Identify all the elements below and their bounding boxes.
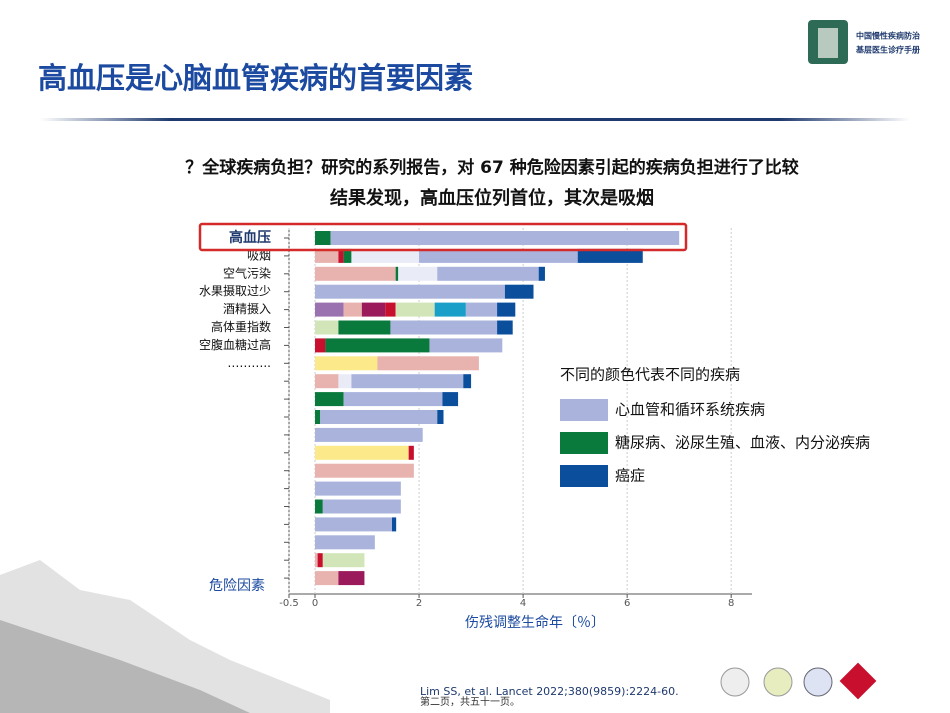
logo (839, 662, 877, 700)
x-tick-label: 8 (728, 598, 734, 609)
bar-segment (317, 553, 323, 568)
y-tick-label: 空腹血糖过高 (199, 337, 271, 352)
subtitle: 结果发现，高血压位列首位，其次是吸烟 (330, 187, 654, 209)
bar-segment (322, 499, 401, 514)
bar-segment (315, 427, 423, 442)
legend-label: 心血管和循环系统疾病 (615, 401, 765, 419)
bar-segment (390, 320, 498, 335)
bar-segment (343, 248, 352, 263)
bar-segment (315, 445, 409, 460)
bar-segment (315, 535, 375, 550)
logo-text: 基层医生诊疗手册 (855, 45, 920, 55)
x-axis-label: 伤残调整生命年〔％〕 (465, 614, 605, 631)
bar-segment (377, 356, 479, 371)
bar-segment (315, 338, 326, 353)
bar-segment (442, 392, 459, 407)
bar-segment (395, 266, 399, 281)
bar-segment (338, 320, 391, 335)
bar-segment (315, 302, 344, 317)
bar-segment (315, 410, 321, 424)
y-tick-label: 高体重指数 (211, 319, 271, 334)
bar-segment (322, 553, 365, 568)
x-tick-label: 2 (416, 598, 422, 609)
bar-segment (465, 302, 498, 317)
bar-segment (351, 248, 420, 263)
y-tick-label: 空气污染 (223, 265, 271, 280)
title-rule (40, 118, 910, 121)
bar-segment (497, 320, 513, 335)
legend-swatch (560, 432, 608, 454)
bar-segment (437, 266, 539, 281)
legend-label: 糖尿病、泌尿生殖、血液、内分泌疾病 (615, 434, 870, 452)
logo (818, 28, 838, 58)
x-tick-label: 6 (624, 598, 630, 609)
legend-title: 不同的颜色代表不同的疾病 (560, 366, 740, 384)
bar-segment (343, 392, 443, 407)
bar-segment (392, 517, 397, 532)
bar-segment (315, 481, 401, 496)
bar-segment (338, 248, 344, 263)
bar-segment (315, 284, 505, 299)
logo (720, 667, 750, 697)
bar-segment (429, 338, 503, 353)
bar-segment (315, 374, 339, 389)
x-tick-label: 0 (312, 598, 318, 609)
legend-swatch (560, 465, 608, 487)
logo-text: 中国慢性疾病防治 (856, 31, 920, 41)
bar-segment (330, 231, 680, 245)
slide-title: 高血压是心脑血管疾病的首要因素 (38, 61, 473, 95)
bar-segment (434, 302, 466, 317)
bar-segment (504, 284, 534, 299)
y-tick-label: 水果摄取过少 (199, 283, 271, 298)
bar-segment (408, 445, 414, 460)
citation: Lim SS, et al. Lancet 2022;380(9859):222… (420, 685, 679, 698)
footer: 第二页，共五十一页。 (420, 695, 520, 708)
bar-segment (315, 248, 339, 263)
bar-segment (315, 392, 344, 407)
x-tick-label: 4 (520, 598, 526, 609)
highlight-box (198, 222, 688, 252)
subtitle: ？全球疾病负担？研究的系列报告，对 67 种危险因素引起的疾病负担进行了比较 (185, 157, 799, 178)
logo (803, 667, 833, 697)
logo (763, 667, 793, 697)
y-tick-label: ……….. (227, 356, 271, 370)
bar-segment (497, 302, 516, 317)
bar-segment (315, 499, 323, 514)
bar-segment (351, 374, 464, 389)
mountain-bg (0, 620, 250, 713)
bar-segment (419, 248, 578, 263)
bar-segment (361, 302, 386, 317)
bar-segment (315, 463, 414, 478)
bar-segment (315, 553, 318, 568)
x-tick-label: -0.5 (279, 598, 299, 609)
legend-swatch (560, 399, 608, 421)
bar-segment (315, 356, 378, 371)
bar-segment (315, 231, 331, 245)
bar-segment (577, 248, 643, 263)
y-tick-label: 吸烟 (247, 248, 271, 262)
y-tick-label: 酒精摄入 (223, 301, 271, 316)
bar-segment (315, 320, 339, 335)
bar-segment (437, 410, 444, 424)
bar-segment (338, 571, 365, 586)
bar-segment (315, 571, 339, 586)
bar-segment (463, 374, 472, 389)
bar-segment (315, 517, 393, 532)
y-tick-label: 高血压 (229, 229, 271, 246)
bar-segment (325, 338, 430, 353)
legend-label: 癌症 (615, 467, 645, 485)
bar-segment (538, 266, 545, 281)
bar-segment (395, 302, 435, 317)
bar-segment (320, 410, 438, 424)
y-axis-label: 危险因素 (209, 578, 265, 594)
bar-segment (315, 266, 396, 281)
bar-segment (343, 302, 362, 317)
bar-segment (338, 374, 352, 389)
bar-segment (398, 266, 438, 281)
bar-segment (385, 302, 396, 317)
